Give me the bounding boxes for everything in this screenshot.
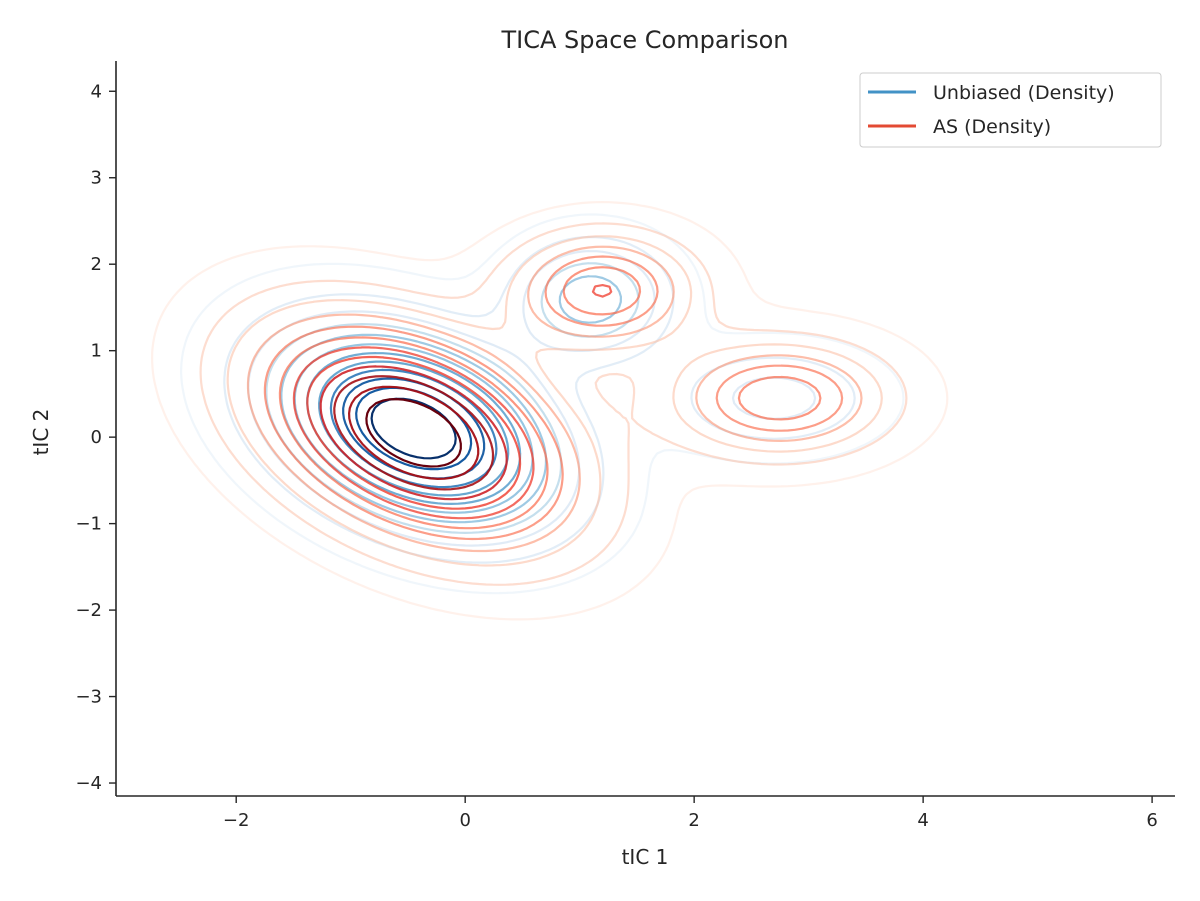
as-contour-level-1 — [151, 201, 949, 621]
legend-entry-as: AS (Density) — [933, 116, 1051, 138]
y-tick-label: −4 — [75, 773, 102, 794]
y-tick-label: 2 — [91, 254, 102, 275]
y-tick-label: 1 — [91, 341, 102, 362]
legend-entry-unbiased: Unbiased (Density) — [933, 82, 1115, 104]
unbiased-contour-level-11 — [355, 386, 473, 471]
as-contour-level-10 — [333, 375, 495, 491]
x-tick-label: 0 — [459, 810, 470, 831]
as-contour-level-2 — [199, 222, 908, 586]
x-tick-label: 2 — [688, 810, 699, 831]
x-ticks: −2 0 2 4 6 — [223, 796, 1158, 831]
axes: −2 0 2 4 6 −4 −3 −2 −1 0 1 2 3 4 — [75, 61, 1175, 831]
as-contour-level-3 — [226, 235, 883, 567]
chart-title: TICA Space Comparison — [500, 26, 788, 54]
as-contour-level-7 — [292, 284, 613, 520]
as-contour-level-4 — [246, 245, 863, 553]
unbiased-contour-level-1 — [180, 213, 905, 595]
as-contour-level-12 — [365, 398, 462, 468]
y-ticks: −4 −3 −2 −1 0 1 2 3 4 — [75, 81, 116, 794]
y-tick-label: −3 — [75, 687, 102, 708]
y-tick-label: 0 — [91, 427, 102, 448]
x-tick-label: −2 — [223, 810, 250, 831]
x-tick-label: 6 — [1146, 810, 1157, 831]
as-contour-level-11 — [348, 385, 480, 480]
y-axis-label: tIC 2 — [29, 409, 53, 456]
y-tick-label: 3 — [91, 168, 102, 189]
contour-layer — [151, 201, 949, 621]
as-contour-level-5 — [263, 255, 844, 541]
y-tick-label: −2 — [75, 600, 102, 621]
y-tick-label: 4 — [91, 81, 102, 102]
legend-frame — [859, 72, 1162, 148]
as-contour-level-8 — [306, 355, 522, 510]
legend: Unbiased (Density) AS (Density) — [859, 72, 1162, 148]
x-tick-label: 4 — [917, 810, 928, 831]
as-contour-level-6 — [278, 266, 822, 530]
y-tick-label: −1 — [75, 514, 102, 535]
x-axis-label: tIC 1 — [622, 845, 669, 869]
as-contour-level-9 — [319, 365, 508, 501]
